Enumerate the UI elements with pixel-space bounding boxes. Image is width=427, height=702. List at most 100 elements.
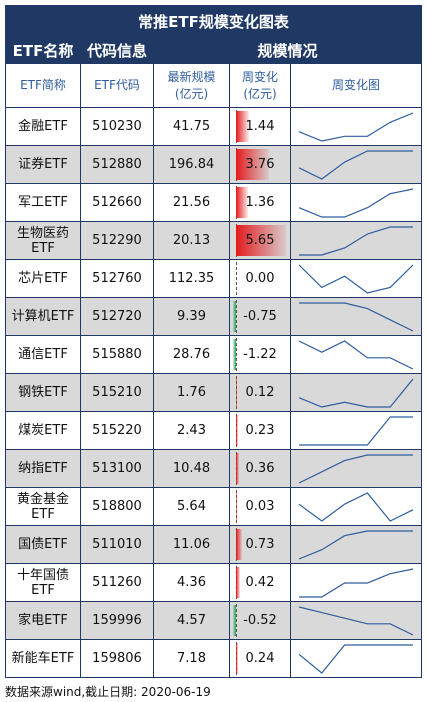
latest-scale-cell: 28.76 <box>153 335 230 374</box>
weekly-change-value: 3.76 <box>245 157 275 172</box>
latest-scale-cell: 10.48 <box>153 449 230 488</box>
chart-title: 常推ETF规模变化图表 <box>4 5 423 38</box>
column-header-code: ETF代码 <box>80 63 154 108</box>
column-header-row: ETF简称 ETF代码 最新规模 (亿元) 周变化 (亿元) 周变化图 <box>5 63 423 108</box>
etf-code-cell: 511260 <box>80 563 154 602</box>
weekly-trend-cell <box>289 639 423 678</box>
weekly-change-cell: 0.03 <box>229 487 291 526</box>
table-row: 煤炭ETF 515220 2.43 0.23 <box>5 411 423 450</box>
table-row: 金融ETF 510230 41.75 1.44 <box>5 107 423 146</box>
sparkline <box>298 605 414 636</box>
sparkline-series <box>298 605 414 636</box>
etf-name-cell: 军工ETF <box>5 183 81 222</box>
etf-name-cell: 新能车ETF <box>5 639 81 678</box>
change-bar <box>236 187 249 218</box>
table-row: 生物医药ETF 512290 20.13 5.65 <box>5 221 423 260</box>
etf-code-cell: 512660 <box>80 183 154 222</box>
change-bar <box>236 529 243 560</box>
etf-code-cell: 159806 <box>80 639 154 678</box>
sparkline <box>298 149 413 180</box>
etf-code-cell: 512760 <box>80 259 154 298</box>
etf-code-cell: 518800 <box>80 487 154 526</box>
etf-name-cell: 证券ETF <box>5 145 81 184</box>
etf-name-cell: 计算机ETF <box>5 297 81 336</box>
etf-name-cell: 钢铁ETF <box>5 373 81 412</box>
sparkline-series <box>298 111 414 142</box>
change-bar <box>236 643 239 674</box>
sparkline-series <box>298 149 413 180</box>
etf-name-cell: 通信ETF <box>5 335 81 374</box>
weekly-change-cell: 0.73 <box>229 525 291 564</box>
etf-name-cell: 金融ETF <box>5 107 81 146</box>
etf-code-cell: 510230 <box>80 107 154 146</box>
change-bar <box>236 149 270 180</box>
etf-name-cell: 国债ETF <box>5 525 81 564</box>
source-note: 数据来源wind,截止日期: 2020-06-19 <box>5 685 211 699</box>
etf-code-cell: 513100 <box>80 449 154 488</box>
sparkline <box>299 225 413 256</box>
weekly-change-cell: 1.44 <box>229 107 291 146</box>
weekly-trend-cell <box>289 601 423 640</box>
weekly-change-cell: -1.22 <box>229 335 291 374</box>
weekly-change-value: 0.03 <box>245 499 275 514</box>
change-bar-axis <box>236 490 237 523</box>
latest-scale-cell: 112.35 <box>153 259 230 298</box>
etf-name-cell: 煤炭ETF <box>5 411 81 450</box>
table-row: 家电ETF 159996 4.57 -0.52 <box>5 601 423 640</box>
sparkline <box>298 111 414 142</box>
latest-scale-cell: 2.43 <box>153 411 230 450</box>
etf-scale-table-container: 常推ETF规模变化图表 ETF名称 代码信息 规模情况 ETF简称 ETF代码 … <box>4 5 423 678</box>
weekly-change-cell: 0.36 <box>229 449 291 488</box>
weekly-change-cell: 0.42 <box>229 563 291 602</box>
weekly-change-cell: 0.00 <box>229 259 291 298</box>
sparkline-series <box>298 529 413 560</box>
weekly-change-cell: 0.24 <box>229 639 291 678</box>
weekly-trend-cell <box>289 373 423 412</box>
etf-code-cell: 515210 <box>80 373 154 412</box>
change-bar <box>236 225 286 256</box>
table-row: 军工ETF 512660 21.56 1.36 <box>5 183 423 222</box>
change-bar <box>236 377 238 408</box>
weekly-change-value: -1.22 <box>243 347 277 362</box>
latest-scale-cell: 7.18 <box>153 639 230 678</box>
sparkline <box>299 301 414 332</box>
weekly-change-cell: 5.65 <box>229 221 291 260</box>
weekly-change-value: 0.00 <box>245 271 275 286</box>
weekly-change-value: 1.44 <box>245 119 275 134</box>
weekly-trend-cell <box>289 487 423 526</box>
sparkline <box>298 529 413 560</box>
weekly-trend-cell <box>289 221 423 260</box>
sparkline <box>299 415 413 446</box>
sparkline-series <box>298 339 414 370</box>
latest-scale-cell: 4.36 <box>153 563 230 602</box>
weekly-change-value: 0.42 <box>245 575 275 590</box>
table-row: 国债ETF 511010 11.06 0.73 <box>5 525 423 564</box>
change-bar <box>233 339 236 370</box>
change-bar-axis <box>236 338 237 371</box>
table-row: 十年国债ETF 511260 4.36 0.42 <box>5 563 423 602</box>
sparkline-series <box>298 491 414 522</box>
sparkline-series <box>299 301 414 332</box>
latest-scale-cell: 9.39 <box>153 297 230 336</box>
weekly-change-value: 0.36 <box>245 461 275 476</box>
weekly-change-value: 0.12 <box>245 385 275 400</box>
etf-code-cell: 512720 <box>80 297 154 336</box>
group-header-row: ETF名称 代码信息 规模情况 <box>5 37 423 64</box>
sparkline <box>298 187 414 218</box>
weekly-trend-cell <box>289 183 423 222</box>
etf-name-cell: 生物医药ETF <box>5 221 81 260</box>
weekly-change-value: -0.52 <box>243 613 277 628</box>
sparkline <box>298 264 414 294</box>
etf-name-cell: 家电ETF <box>5 601 81 640</box>
etf-code-cell: 159996 <box>80 601 154 640</box>
change-bar-axis <box>236 300 237 333</box>
weekly-trend-cell <box>289 107 423 146</box>
table-row: 证券ETF 512880 196.84 3.76 <box>5 145 423 184</box>
weekly-change-value: 5.65 <box>245 233 275 248</box>
weekly-trend-cell <box>289 449 423 488</box>
change-bar <box>236 415 239 446</box>
change-bar <box>233 301 236 332</box>
sparkline <box>298 453 413 484</box>
latest-scale-cell: 1.76 <box>153 373 230 412</box>
weekly-change-cell: -0.75 <box>229 297 291 336</box>
